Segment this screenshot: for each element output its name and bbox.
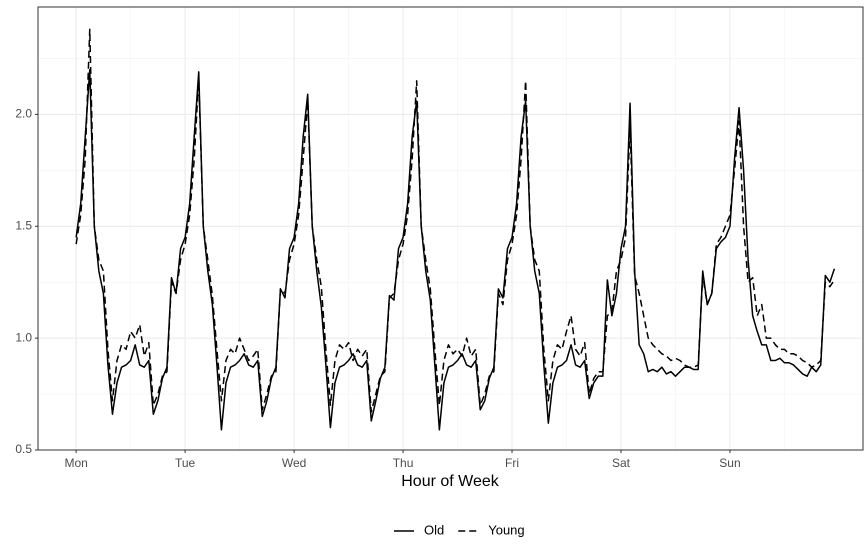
y-tick-label: 1.5 (15, 218, 32, 232)
series-line (75, 28, 836, 413)
legend-text: Old (424, 522, 444, 537)
legend-text: Young (488, 522, 524, 537)
x-tick-label: Sun (719, 456, 740, 470)
x-tick-label: Thu (393, 456, 414, 470)
panel-border (37, 6, 864, 451)
axes: 0.5 1.0 1.5 2.0 Mon Tue Wed Thu Fri Sat Sun (15, 107, 740, 471)
x-tick-label: Mon (64, 456, 87, 470)
x-axis-title: Hour of Week (401, 473, 500, 490)
x-tick-label: Fri (505, 456, 519, 470)
lines (75, 28, 836, 431)
y-tick-label: 2.0 (15, 107, 32, 121)
x-tick-label: Tue (175, 456, 196, 470)
y-tick-label: 0.5 (15, 442, 32, 456)
y-tick-label: 1.0 (15, 330, 32, 344)
grid (38, 7, 863, 451)
x-tick-label: Wed (282, 456, 306, 470)
legend: Old Young (394, 522, 525, 537)
x-tick-label: Sat (612, 456, 631, 470)
